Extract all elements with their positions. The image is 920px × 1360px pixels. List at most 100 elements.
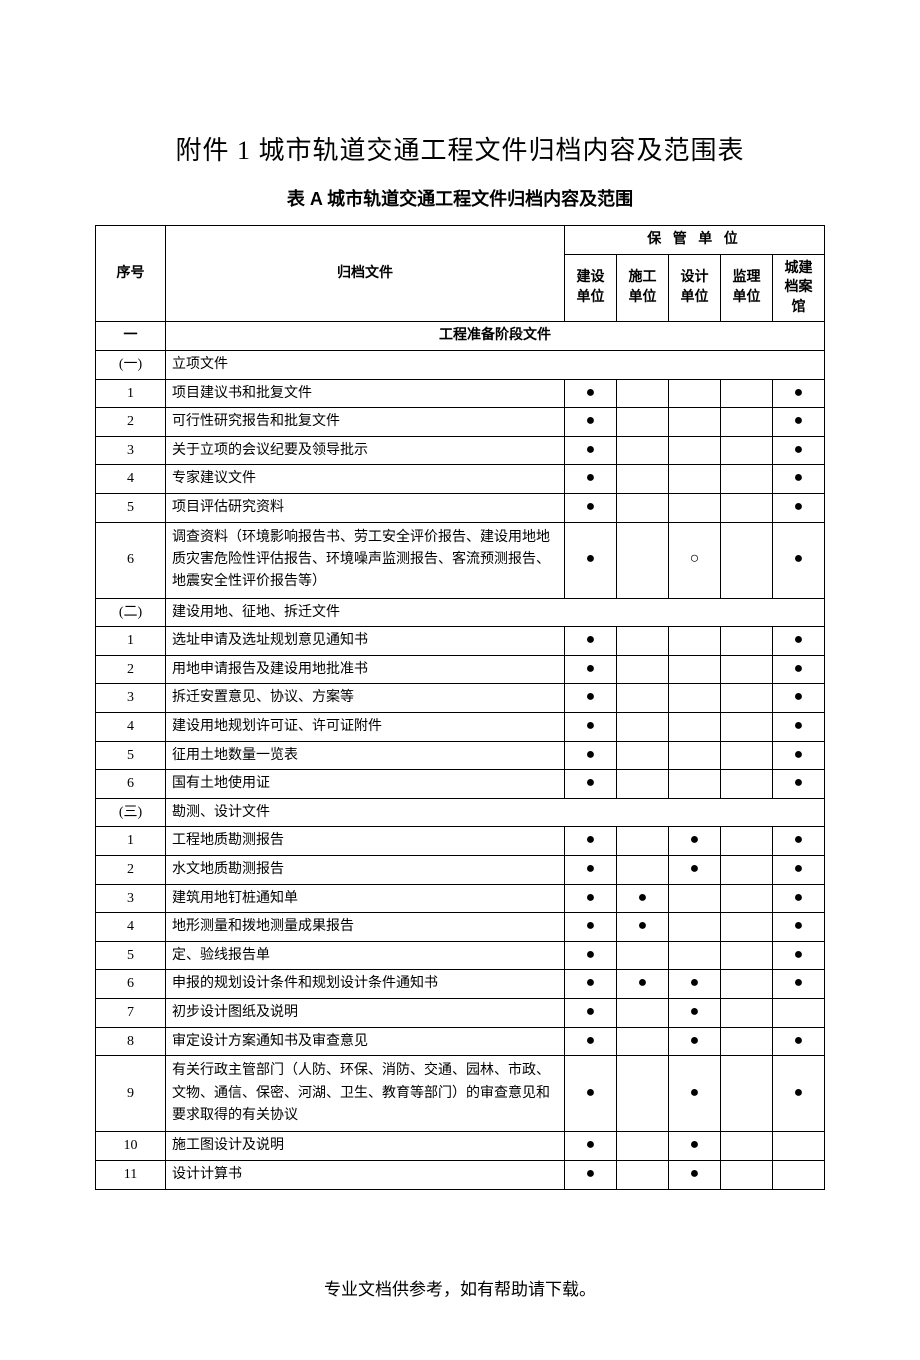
row-unit-4 [721, 884, 773, 913]
row-seq: 8 [96, 1027, 166, 1056]
filled-circle-icon: ● [586, 441, 596, 458]
filled-circle-icon: ● [586, 1084, 596, 1101]
header-file: 归档文件 [166, 226, 565, 322]
row-unit-4 [721, 713, 773, 742]
row-unit-2 [617, 379, 669, 408]
section-1-seq: 一 [96, 322, 166, 351]
row-unit-2 [617, 684, 669, 713]
table-row: 7初步设计图纸及说明●● [96, 999, 825, 1028]
row-unit-5 [773, 999, 825, 1028]
table-row: 6申报的规划设计条件和规划设计条件通知书●●●● [96, 970, 825, 999]
subsection-3-label: 勘测、设计文件 [166, 798, 825, 827]
row-unit-2: ● [617, 970, 669, 999]
filled-circle-icon: ● [586, 550, 596, 567]
row-unit-5: ● [773, 970, 825, 999]
filled-circle-icon: ● [586, 688, 596, 705]
filled-circle-icon: ● [586, 469, 596, 486]
table-row: 1选址申请及选址规划意见通知书●● [96, 627, 825, 656]
filled-circle-icon: ● [794, 660, 804, 677]
row-unit-4 [721, 379, 773, 408]
filled-circle-icon: ● [794, 498, 804, 515]
row-unit-2 [617, 856, 669, 885]
subsection-3-row: (三) 勘测、设计文件 [96, 798, 825, 827]
row-unit-3 [669, 884, 721, 913]
table-row: 5项目评估研究资料●● [96, 493, 825, 522]
row-unit-2 [617, 493, 669, 522]
row-unit-3: ● [669, 1132, 721, 1161]
row-unit-5: ● [773, 436, 825, 465]
row-unit-2 [617, 627, 669, 656]
filled-circle-icon: ● [586, 860, 596, 877]
row-seq: 4 [96, 913, 166, 942]
header-unit4: 监理单位 [721, 254, 773, 322]
row-file: 施工图设计及说明 [166, 1132, 565, 1161]
row-seq: 3 [96, 684, 166, 713]
filled-circle-icon: ● [794, 550, 804, 567]
row-unit-4 [721, 770, 773, 799]
filled-circle-icon: ● [794, 946, 804, 963]
archive-table: 序号 归档文件 保 管 单 位 建设单位 施工单位 设计单位 监理单位 城建档案… [95, 225, 825, 1190]
row-unit-5: ● [773, 741, 825, 770]
row-unit-4 [721, 627, 773, 656]
row-unit-4 [721, 941, 773, 970]
row-unit-4 [721, 1027, 773, 1056]
row-unit-2 [617, 713, 669, 742]
row-file: 拆迁安置意见、协议、方案等 [166, 684, 565, 713]
filled-circle-icon: ● [794, 412, 804, 429]
row-unit-2 [617, 827, 669, 856]
subsection-1-seq: (一) [96, 350, 166, 379]
row-unit-4 [721, 493, 773, 522]
subsection-1-label: 立项文件 [166, 350, 825, 379]
row-unit-3 [669, 465, 721, 494]
row-unit-1: ● [565, 627, 617, 656]
table-row: 1工程地质勘测报告●●● [96, 827, 825, 856]
table-row: 3建筑用地钉桩通知单●●● [96, 884, 825, 913]
filled-circle-icon: ● [586, 1032, 596, 1049]
filled-circle-icon: ● [794, 1032, 804, 1049]
row-unit-3 [669, 493, 721, 522]
row-unit-5 [773, 1132, 825, 1161]
row-seq: 5 [96, 493, 166, 522]
row-unit-2 [617, 1132, 669, 1161]
filled-circle-icon: ● [586, 631, 596, 648]
row-unit-5: ● [773, 522, 825, 598]
row-unit-3 [669, 913, 721, 942]
filled-circle-icon: ● [586, 1136, 596, 1153]
filled-circle-icon: ● [794, 831, 804, 848]
row-seq: 11 [96, 1160, 166, 1189]
header-storage: 保 管 单 位 [565, 226, 825, 255]
row-seq: 10 [96, 1132, 166, 1161]
row-file: 有关行政主管部门（人防、环保、消防、交通、园林、市政、文物、通信、保密、河湖、卫… [166, 1056, 565, 1132]
row-unit-5: ● [773, 884, 825, 913]
table-row: 5征用土地数量一览表●● [96, 741, 825, 770]
table-row: 6调查资料（环境影响报告书、劳工安全评价报告、建设用地地质灾害危险性评估报告、环… [96, 522, 825, 598]
header-seq: 序号 [96, 226, 166, 322]
row-unit-5: ● [773, 913, 825, 942]
row-seq: 9 [96, 1056, 166, 1132]
table-row: 11设计计算书●● [96, 1160, 825, 1189]
row-unit-3: ● [669, 999, 721, 1028]
row-unit-2 [617, 465, 669, 494]
header-unit5: 城建档案馆 [773, 254, 825, 322]
row-unit-4 [721, 913, 773, 942]
row-seq: 3 [96, 436, 166, 465]
filled-circle-icon: ● [794, 917, 804, 934]
row-seq: 4 [96, 465, 166, 494]
section-1-row: 一 工程准备阶段文件 [96, 322, 825, 351]
row-unit-1: ● [565, 408, 617, 437]
row-unit-3 [669, 684, 721, 713]
row-unit-1: ● [565, 465, 617, 494]
filled-circle-icon: ● [586, 774, 596, 791]
row-unit-1: ● [565, 856, 617, 885]
filled-circle-icon: ● [586, 717, 596, 734]
table-row: 1项目建议书和批复文件●● [96, 379, 825, 408]
row-unit-2: ● [617, 913, 669, 942]
row-unit-3 [669, 713, 721, 742]
row-unit-3 [669, 941, 721, 970]
row-seq: 6 [96, 970, 166, 999]
row-seq: 5 [96, 941, 166, 970]
row-unit-4 [721, 999, 773, 1028]
subsection-3-seq: (三) [96, 798, 166, 827]
row-file: 定、验线报告单 [166, 941, 565, 970]
filled-circle-icon: ● [586, 746, 596, 763]
